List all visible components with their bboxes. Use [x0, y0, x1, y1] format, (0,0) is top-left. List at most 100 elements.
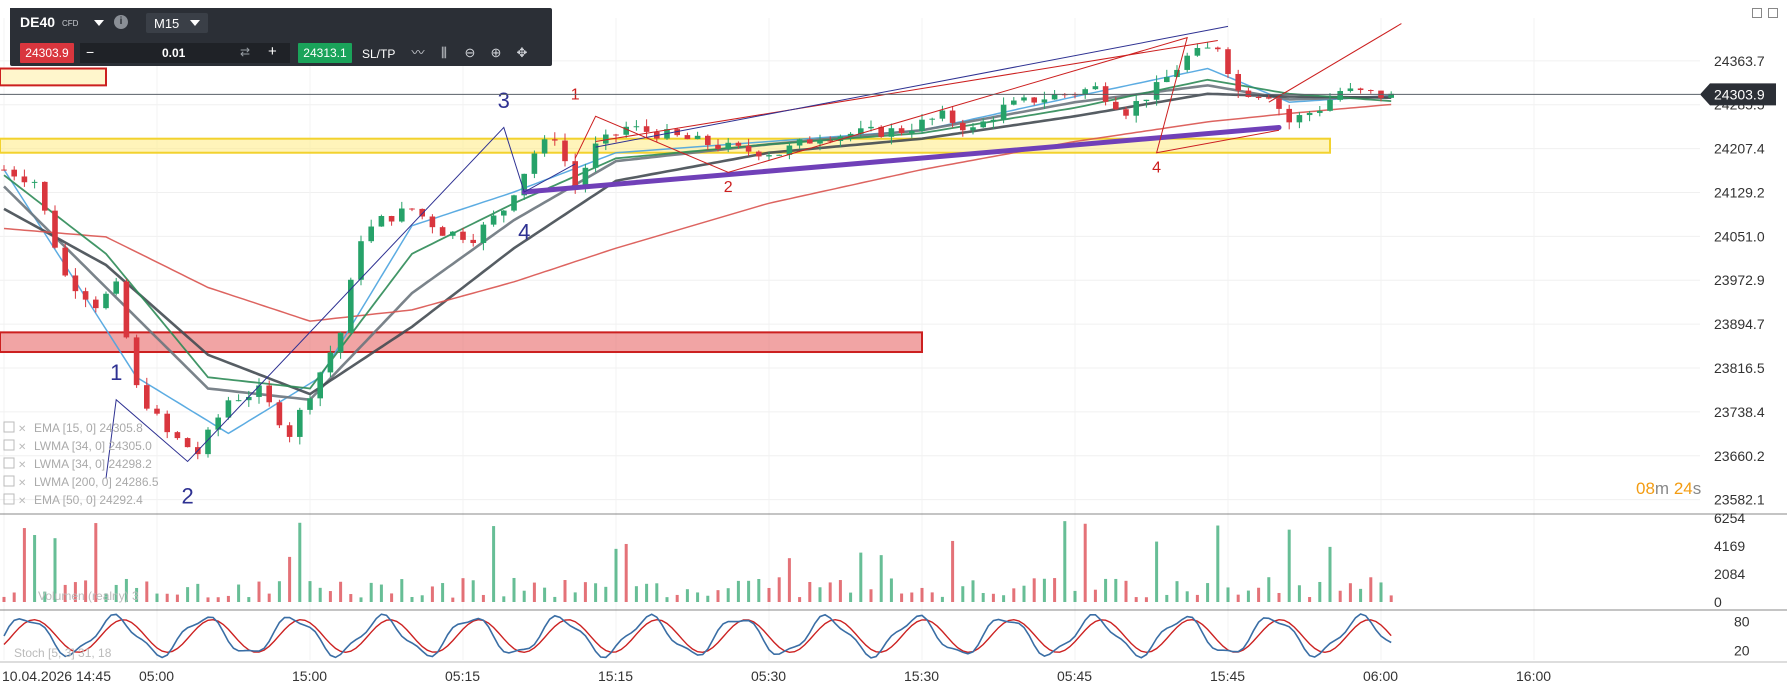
timeframe-select[interactable]: M15: [146, 13, 208, 33]
candle-body: [633, 126, 640, 128]
candle-body: [613, 134, 619, 136]
symbol-name[interactable]: DE40: [20, 14, 56, 30]
legend-menu-icon: [3, 439, 15, 451]
candle-countdown: 08m 24s: [1636, 479, 1701, 499]
projection-line: [1268, 23, 1402, 103]
price-tick-label: 23816.5: [1714, 360, 1765, 376]
volume-bar: [951, 540, 955, 602]
candle-body: [419, 208, 425, 217]
candle-body: [225, 400, 232, 418]
quantity-decrease-button[interactable]: −: [86, 44, 95, 60]
candle-body: [1306, 112, 1313, 116]
info-icon[interactable]: i: [114, 15, 128, 29]
time-tick-label: 05:45: [1057, 668, 1092, 684]
volume-bar: [787, 558, 791, 602]
maximize-icon[interactable]: [1768, 8, 1778, 18]
candle-body: [643, 126, 650, 132]
volume-bar: [522, 590, 526, 602]
candle-body: [960, 122, 966, 131]
indicator-line-1: [3, 84, 1392, 402]
volume-bar: [502, 596, 506, 602]
candle-body: [980, 121, 986, 128]
candle-body: [42, 181, 48, 211]
line-chart-icon[interactable]: 〰: [411, 45, 425, 60]
zoom-in-icon[interactable]: ⊕: [490, 45, 502, 60]
candle-body: [1082, 89, 1088, 95]
candle-body: [103, 293, 109, 309]
candle-body: [1388, 93, 1394, 98]
volume-bar: [614, 548, 618, 602]
candle-body: [1143, 99, 1150, 102]
stoch-legend-label: Stoch [5, 3] 31, 18: [14, 646, 112, 660]
countdown-minutes: 08: [1636, 479, 1655, 498]
symbol-bar: DE40 CFD i M15: [10, 8, 210, 38]
current-price-label: 24303.9: [1714, 86, 1765, 102]
volume-bar: [237, 584, 241, 602]
volume-bar: [1073, 590, 1077, 602]
candle-body: [541, 139, 548, 154]
candle-body: [82, 291, 89, 300]
buy-price-button[interactable]: 24313.1: [298, 43, 352, 63]
time-tick-label: 15:15: [598, 668, 633, 684]
candle-body: [429, 216, 436, 228]
time-tick-label: 10.04.2026 14:45: [2, 668, 111, 684]
crosshair-icon[interactable]: ✥: [516, 45, 528, 60]
candle-body: [592, 143, 599, 168]
volume-bar: [1389, 595, 1393, 602]
sell-price-button[interactable]: 24303.9: [20, 43, 74, 63]
price-tick-label: 24207.4: [1714, 141, 1765, 157]
candle-body: [807, 139, 813, 144]
candle-body: [1194, 48, 1201, 56]
candle-body: [399, 208, 405, 222]
candle-body: [1113, 101, 1119, 110]
candle-body: [674, 129, 680, 136]
candle-body: [246, 396, 252, 401]
legend-menu-icon: [3, 475, 15, 487]
volume-bar: [196, 583, 200, 602]
candle-body: [786, 145, 793, 155]
volume-bar: [1144, 597, 1148, 602]
volume-bar: [430, 586, 434, 602]
legend-remove-icon: ✕: [18, 460, 26, 471]
quantity-increase-button[interactable]: +: [268, 43, 277, 60]
volume-bar: [940, 596, 944, 602]
time-tick-label: 05:30: [751, 668, 786, 684]
volume-bar: [1267, 577, 1271, 602]
volume-bar: [818, 587, 822, 602]
legend-menu-icon: [3, 457, 15, 469]
indicator-legend-label: LWMA [34, 0] 24298.2: [34, 457, 152, 471]
volume-bar: [441, 583, 445, 602]
candle-body: [1368, 90, 1374, 92]
candle-body: [470, 239, 476, 244]
minimize-icon[interactable]: [1752, 8, 1762, 18]
price-tick-label: 24051.0: [1714, 228, 1765, 244]
candle-body: [93, 299, 99, 309]
quantity-value[interactable]: 0.01: [162, 46, 186, 60]
candle-body: [715, 144, 721, 150]
indicator-legend-label: EMA [15, 0] 24305.8: [34, 421, 143, 435]
zoom-out-icon[interactable]: ⊖: [464, 45, 476, 60]
candle-body: [307, 398, 313, 410]
volume-bar: [390, 593, 394, 602]
symbol-dropdown-icon[interactable]: [94, 20, 104, 26]
timeframe-label: M15: [154, 16, 180, 31]
candles-icon[interactable]: ⫼: [441, 45, 447, 60]
candle-body: [439, 227, 446, 236]
candle-body: [1296, 115, 1303, 123]
candle-body: [511, 195, 517, 211]
sltp-button[interactable]: SL/TP: [362, 47, 396, 61]
volume-tick-label: 4169: [1714, 538, 1745, 554]
candle-body: [327, 352, 334, 373]
candle-body: [21, 176, 28, 183]
volume-bar: [73, 582, 77, 602]
volume-bar: [532, 582, 536, 602]
volume-bar: [1063, 521, 1067, 602]
volume-bar: [308, 581, 312, 602]
volume-bar: [298, 522, 302, 602]
volume-bar: [165, 593, 169, 602]
swap-icon[interactable]: ⇄: [240, 45, 251, 59]
candle-body: [490, 215, 497, 225]
candle-body: [144, 385, 150, 409]
volume-bar: [1134, 597, 1138, 602]
